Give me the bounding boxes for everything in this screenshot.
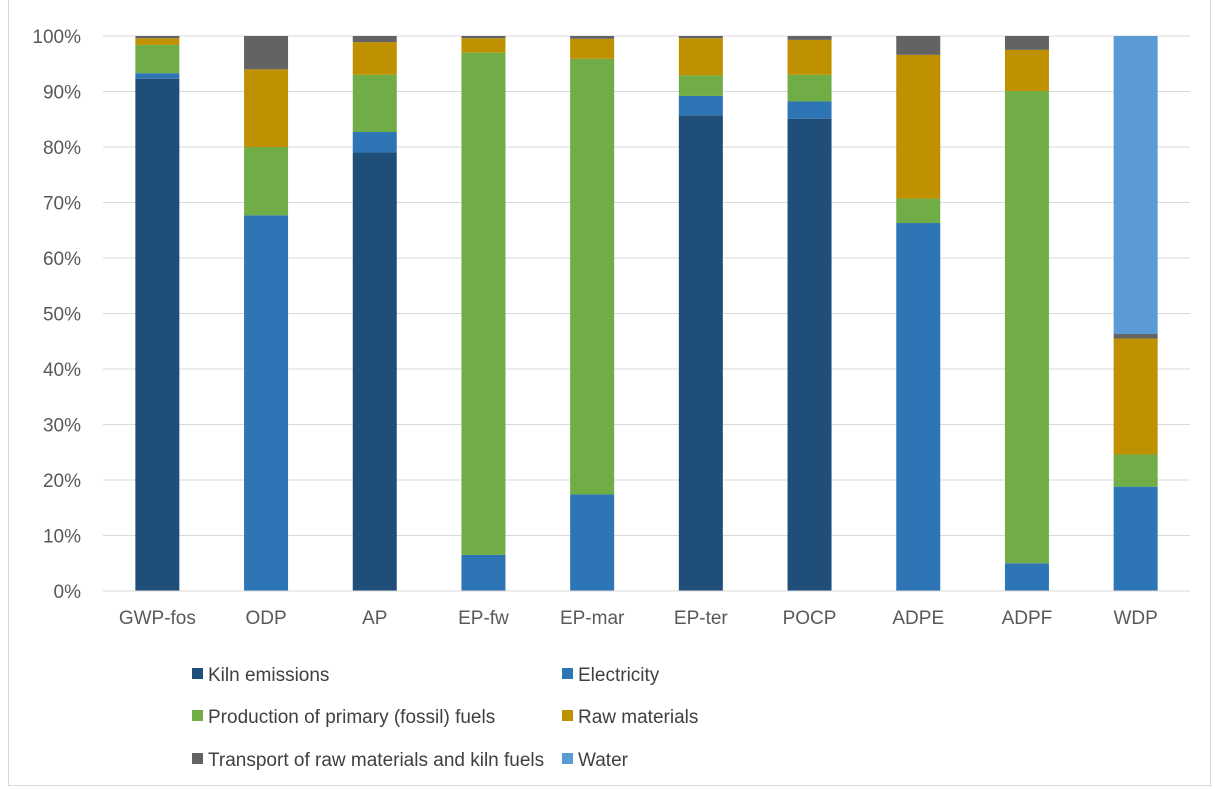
legend-label: Transport of raw materials and kiln fuel… (208, 750, 544, 771)
y-tick-label: 90% (43, 83, 81, 104)
legend-label: Electricity (578, 665, 660, 686)
legend-label: Kiln emissions (208, 665, 329, 686)
bar-segment (461, 36, 506, 39)
bar-segment (678, 95, 723, 116)
bar-segment (135, 73, 180, 79)
bar-segment (244, 36, 289, 70)
legend-swatch (562, 668, 573, 679)
legend-label: Production of primary (fossil) fuels (208, 707, 495, 728)
legend-swatch (562, 753, 573, 764)
y-axis-ticks: 0% 10% 20% 30% 40% 50% 60% 70% 80% 90% 100% (32, 27, 81, 603)
x-tick-label: GWP-fos (119, 608, 196, 629)
legend: Kiln emissions Electricity Production of p… (192, 665, 698, 771)
legend-swatch (562, 710, 573, 721)
bar-segment (1113, 454, 1158, 487)
y-tick-label: 40% (43, 360, 81, 381)
bar-segment (244, 69, 289, 147)
bar-segment (896, 198, 941, 224)
bar-segment (461, 554, 506, 591)
bar-segment (135, 36, 180, 39)
legend-swatch (192, 668, 203, 679)
y-tick-label: 100% (32, 27, 81, 48)
y-tick-label: 10% (43, 527, 81, 548)
y-tick-label: 20% (43, 471, 81, 492)
x-tick-label: AP (362, 608, 387, 629)
bar-segment (787, 39, 832, 75)
bar-segment (1004, 563, 1049, 591)
bar-segment (787, 101, 832, 119)
bar-segment (352, 152, 397, 592)
y-tick-label: 70% (43, 194, 81, 215)
y-tick-label: 0% (54, 582, 82, 603)
bar-segment (570, 494, 615, 591)
y-tick-label: 50% (43, 305, 81, 326)
legend-swatch (192, 710, 203, 721)
bar-segment (244, 215, 289, 591)
bar-segment (352, 74, 397, 133)
x-tick-label: EP-mar (560, 608, 625, 629)
bar-segment (1004, 36, 1049, 50)
bar-segment (352, 132, 397, 153)
bar-segment (678, 36, 723, 39)
x-tick-label: WDP (1113, 608, 1157, 629)
bar-segment (570, 58, 615, 495)
x-axis-ticks: GWP-fos ODP AP EP-fw EP-mar EP-ter POCP ADPE ADP… (119, 608, 1158, 629)
bar-segment (787, 36, 832, 40)
bar-segment (896, 36, 941, 55)
bar-segment (1113, 486, 1158, 591)
bars (135, 36, 1158, 592)
x-tick-label: POCP (783, 608, 837, 629)
bar-segment (352, 42, 397, 75)
bar-segment (1004, 90, 1049, 564)
bar-segment (135, 78, 180, 592)
legend-label: Water (578, 750, 629, 771)
bar-segment (570, 38, 615, 59)
bar-segment (1113, 334, 1158, 339)
y-tick-label: 80% (43, 138, 81, 159)
bar-segment (787, 74, 832, 102)
y-tick-label: 30% (43, 416, 81, 437)
bar-segment (787, 118, 832, 591)
legend-swatch (192, 753, 203, 764)
bar-segment (896, 223, 941, 591)
chart-frame (8, 0, 1211, 786)
bar-segment (1004, 49, 1049, 91)
x-tick-label: ODP (245, 608, 286, 629)
bar-segment (678, 115, 723, 592)
bar-segment (244, 147, 289, 216)
x-tick-label: ADPF (1002, 608, 1053, 629)
bar-segment (896, 54, 941, 199)
x-tick-label: ADPE (892, 608, 944, 629)
bar-segment (461, 38, 506, 53)
y-tick-label: 60% (43, 249, 81, 270)
bar-segment (1113, 338, 1158, 455)
bar-segment (1113, 36, 1158, 335)
bar-segment (135, 38, 180, 45)
bar-segment (678, 75, 723, 96)
bar-segment (678, 38, 723, 76)
legend-label: Raw materials (578, 707, 698, 728)
bar-segment (461, 52, 506, 555)
bar-segment (135, 44, 180, 74)
x-tick-label: EP-ter (674, 608, 729, 629)
bar-segment (570, 36, 615, 39)
x-tick-label: EP-fw (458, 608, 509, 629)
bar-segment (352, 36, 397, 43)
